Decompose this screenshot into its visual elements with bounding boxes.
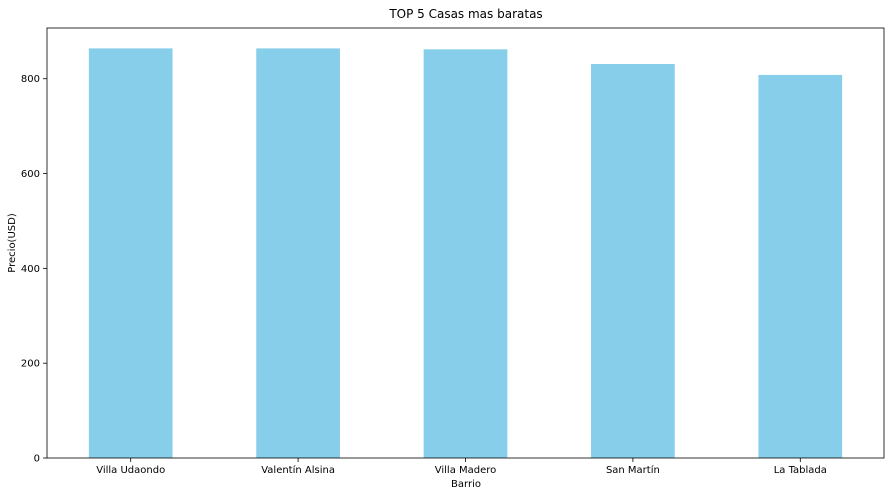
y-tick-label: 400 [21,264,40,275]
y-tick-label: 800 [21,74,40,85]
y-tick-label: 200 [21,359,40,370]
bar-villa-madero [423,49,508,458]
x-axis: Villa Udaondo Valentín Alsina Villa Madero… [96,458,827,476]
y-tick-label: 0 [34,454,40,465]
bar-villa-udaondo [88,48,173,458]
x-tick-label: Villa Madero [435,465,497,476]
y-axis-label: Precio(USD) [7,213,18,273]
x-tick-label: La Tablada [774,465,827,476]
x-tick-label: Valentín Alsina [261,464,335,476]
plot-area [46,27,885,459]
y-axis: 0 200 400 600 800 [21,74,47,465]
x-axis-label: Barrio [451,479,481,490]
y-tick-label: 600 [21,169,40,180]
bar-valentín-alsina [256,48,340,458]
bar-la-tablada [758,74,843,459]
bar-san-martín [591,64,675,458]
x-tick-label: Villa Udaondo [96,465,165,476]
x-tick-label: San Martín [606,464,660,476]
chart-title: TOP 5 Casas mas baratas [388,7,542,21]
